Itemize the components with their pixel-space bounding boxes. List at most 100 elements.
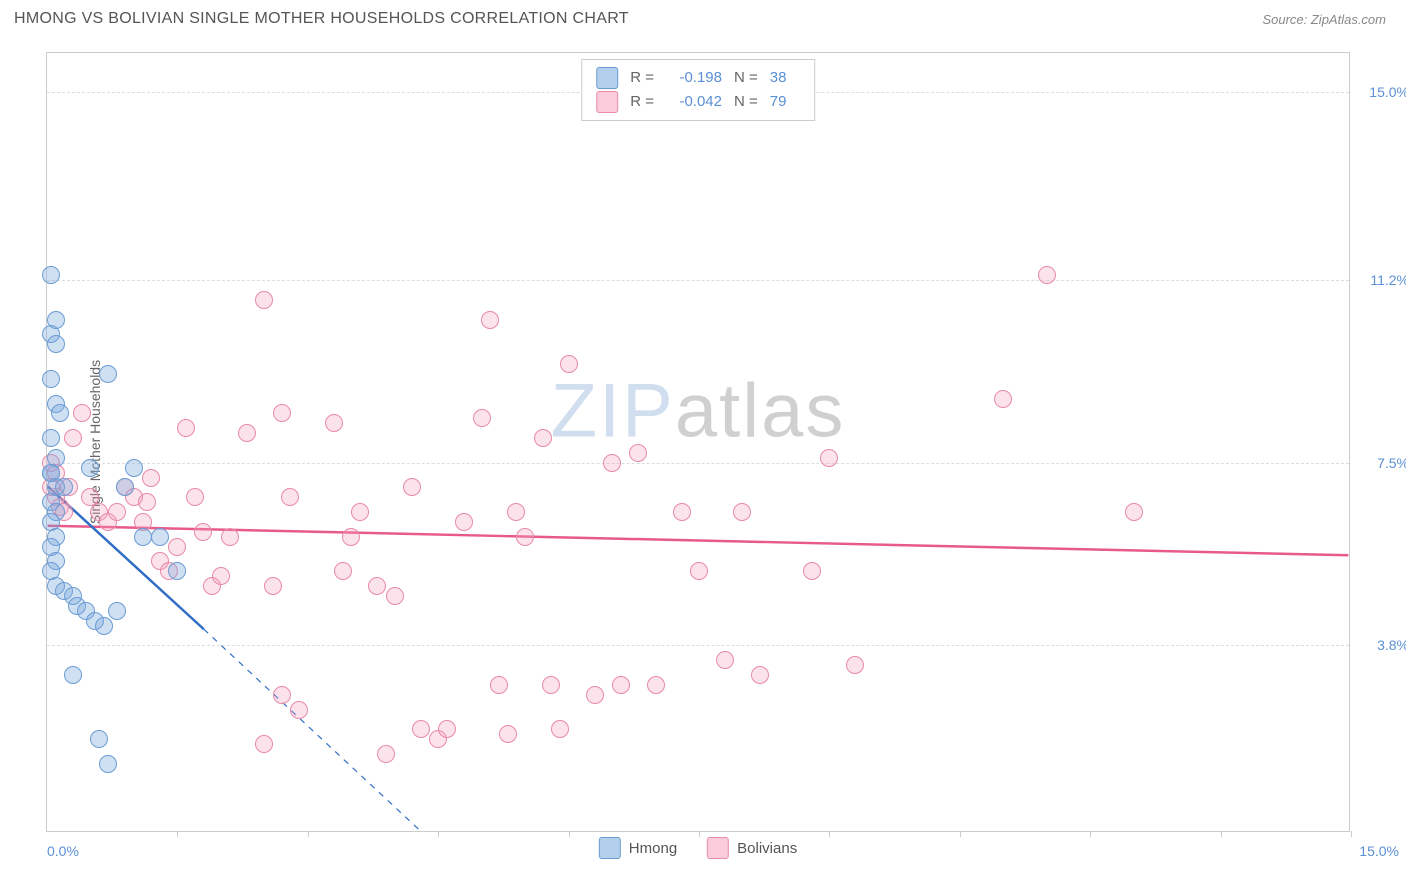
x-tick [177,831,178,837]
data-point [325,414,343,432]
data-point [116,478,134,496]
stats-legend-row: R =-0.042N =79 [596,90,800,114]
data-point [255,735,273,753]
data-point [95,617,113,635]
chart-title: HMONG VS BOLIVIAN SINGLE MOTHER HOUSEHOL… [14,10,629,28]
data-point [846,656,864,674]
data-point [534,429,552,447]
data-point [560,355,578,373]
x-tick [960,831,961,837]
n-label: N = [734,66,758,90]
data-point [186,488,204,506]
data-point [212,567,230,585]
data-point [455,513,473,531]
data-point [716,651,734,669]
source-prefix: Source: [1262,12,1310,27]
data-point [51,404,69,422]
x-tick [1090,831,1091,837]
data-point [290,701,308,719]
grid-line [47,280,1349,281]
n-label: N = [734,90,758,114]
data-point [168,562,186,580]
grid-line [47,645,1349,646]
grid-line [47,463,1349,464]
series-legend: Hmong Bolivians [599,837,797,859]
data-point [542,676,560,694]
data-point [481,311,499,329]
data-point [108,503,126,521]
x-tick [438,831,439,837]
data-point [351,503,369,521]
data-point [177,419,195,437]
data-point [490,676,508,694]
chart-source: Source: ZipAtlas.com [1262,12,1386,27]
trend-line [204,629,421,831]
x-tick [1221,831,1222,837]
data-point [629,444,647,462]
data-point [138,493,156,511]
data-point [238,424,256,442]
r-value: -0.042 [666,90,722,114]
data-point [803,562,821,580]
data-point [690,562,708,580]
data-point [273,686,291,704]
r-value: -0.198 [666,66,722,90]
data-point [438,720,456,738]
stats-legend-row: R =-0.198N =38 [596,66,800,90]
data-point [42,266,60,284]
legend-item: Hmong [599,837,677,859]
data-point [47,335,65,353]
y-tick-label: 7.5% [1359,455,1406,471]
data-point [507,503,525,521]
data-point [64,429,82,447]
legend-swatch [596,67,618,89]
data-point [273,404,291,422]
y-tick-label: 3.8% [1359,637,1406,653]
r-label: R = [630,66,654,90]
x-tick [829,831,830,837]
x-tick [308,831,309,837]
data-point [342,528,360,546]
data-point [403,478,421,496]
data-point [820,449,838,467]
data-point [168,538,186,556]
data-point [281,488,299,506]
data-point [125,459,143,477]
data-point [386,587,404,605]
data-point [221,528,239,546]
data-point [603,454,621,472]
data-point [99,755,117,773]
y-tick-label: 11.2% [1359,272,1406,288]
data-point [151,528,169,546]
data-point [134,528,152,546]
x-tick [569,831,570,837]
legend-label: Hmong [629,840,677,857]
data-point [64,666,82,684]
data-point [551,720,569,738]
data-point [647,676,665,694]
chart-header: HMONG VS BOLIVIAN SINGLE MOTHER HOUSEHOL… [0,0,1406,38]
data-point [264,577,282,595]
data-point [586,686,604,704]
data-point [99,365,117,383]
data-point [90,730,108,748]
plot-region: ZIPatlas 3.8%7.5%11.2%15.0% [47,53,1349,831]
n-value: 79 [770,90,800,114]
legend-swatch [599,837,621,859]
source-name: ZipAtlas.com [1311,12,1386,27]
trend-lines-layer [47,53,1349,831]
data-point [499,725,517,743]
data-point [42,429,60,447]
data-point [412,720,430,738]
data-point [673,503,691,521]
data-point [612,676,630,694]
data-point [334,562,352,580]
data-point [255,291,273,309]
trend-line [48,526,1349,556]
data-point [994,390,1012,408]
data-point [55,478,73,496]
data-point [368,577,386,595]
data-point [733,503,751,521]
legend-label: Bolivians [737,840,797,857]
data-point [516,528,534,546]
